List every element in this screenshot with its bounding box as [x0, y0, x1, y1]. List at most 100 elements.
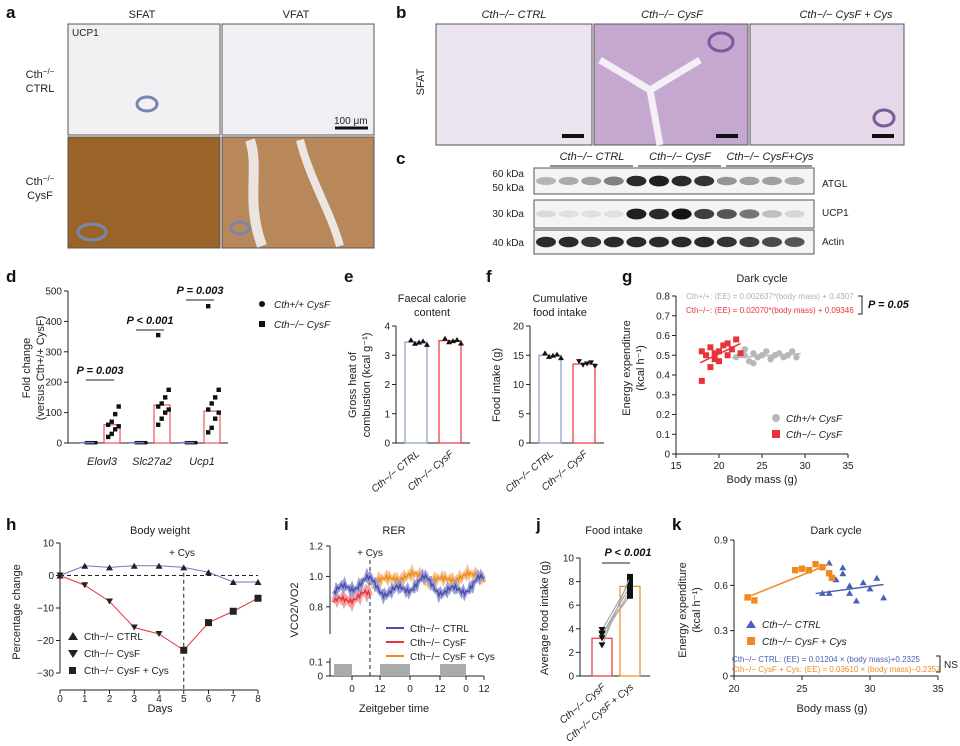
- svg-text:Energy expenditure: Energy expenditure: [677, 562, 689, 657]
- d-point-ko: [206, 304, 211, 309]
- g-point-wt: [750, 350, 757, 357]
- j-point-cys: [627, 573, 633, 580]
- i-y-tick-label: 0: [317, 672, 323, 683]
- d-bar-ko: [103, 424, 121, 444]
- g-y-tick-label: 0.3: [656, 390, 670, 401]
- j-y-tick-label: 10: [563, 554, 575, 565]
- d-point-wt: [194, 440, 198, 445]
- blot-band: [536, 236, 556, 248]
- blot-band: [739, 209, 760, 219]
- svg-text:(kcal h⁻¹): (kcal h⁻¹): [691, 587, 703, 633]
- f-point: [584, 361, 590, 367]
- g-x-tick-label: 20: [713, 461, 725, 472]
- k-point-ctrl: [846, 589, 854, 596]
- h-ylabel: Percentage change: [11, 564, 23, 659]
- h-point-ctrl: [130, 562, 138, 569]
- g-point-ko: [724, 352, 731, 359]
- i-x-tick-label: 12: [478, 684, 490, 695]
- h-x-tick-label: 1: [82, 694, 88, 705]
- d-legend-ko: Cth−/− CysF: [274, 320, 331, 331]
- d-point-ko: [156, 422, 161, 427]
- blot-band: [784, 210, 805, 218]
- g-xlabel: Body mass (g): [727, 474, 798, 486]
- k-ns: NS: [944, 660, 958, 671]
- g-y-tick-label: 0.2: [656, 410, 670, 421]
- k-fit-ctrl: [815, 583, 884, 595]
- h-y-tick-label: 0: [48, 571, 54, 582]
- e-y-tick-label: 1: [384, 409, 390, 420]
- svg-text:(kcal h⁻¹): (kcal h⁻¹): [635, 345, 647, 391]
- d-legend-wt: Cth+/+ CysF: [274, 300, 331, 311]
- j-pair-line: [601, 576, 631, 646]
- k-point-ctrl: [852, 597, 860, 604]
- i-x-tick-label: 0: [463, 684, 469, 695]
- i-x-tick-label: 12: [434, 684, 446, 695]
- k-equation-cys: Cth−/− CysF + Cys: (EE) = 0.03610 × (bod…: [732, 665, 941, 674]
- blot-band: [581, 176, 602, 186]
- a-row1-label: Cth−/− CTRL: [26, 67, 55, 95]
- h-x-tick-label: 0: [57, 694, 63, 705]
- svg-text:CTRL: CTRL: [26, 83, 55, 95]
- blot-band: [716, 176, 737, 186]
- f-y-tick-label: 15: [513, 351, 525, 362]
- i-x-tick-label: 12: [374, 684, 386, 695]
- k-equation-ctrl: Cth−/− CTRL: (EE) = 0.01204 × (body mass…: [732, 655, 920, 664]
- i-y-tick-label: 0.1: [309, 658, 323, 669]
- svg-text:Fold change: Fold change: [21, 338, 33, 399]
- blot-band: [536, 177, 556, 185]
- e-bar: [404, 341, 428, 444]
- c-group-cys: Cth−/− CysF+Cys: [726, 151, 814, 163]
- f-ylabel: Food intake (g): [491, 348, 503, 422]
- blot-band: [716, 209, 737, 219]
- h-y-tick-label: −30: [37, 669, 54, 680]
- d-ylabel: Fold change (versus Cth+/+ CysF): [21, 316, 47, 421]
- blot-band: [626, 236, 647, 248]
- blot-band: [694, 208, 715, 220]
- g-point-ko: [720, 342, 727, 349]
- e-point: [420, 338, 426, 344]
- h-cys-annotation: + Cys: [169, 548, 195, 559]
- g-point-wt: [788, 348, 796, 355]
- blot-band: [671, 175, 692, 187]
- i-y-tick-label: 0.8: [309, 602, 323, 613]
- a-col-sfat: SFAT: [129, 9, 156, 21]
- panel-label-k: k: [672, 515, 682, 534]
- d-pval: P < 0.001: [127, 315, 174, 327]
- k-x-tick-label: 35: [932, 684, 944, 695]
- f-bar: [572, 363, 596, 444]
- k-point-ctrl: [859, 579, 867, 586]
- svg-text:combustion (kcal g⁻¹): combustion (kcal g⁻¹): [361, 333, 373, 438]
- k-x-tick-label: 30: [864, 684, 876, 695]
- j-point-cysf: [598, 642, 606, 649]
- h-point-cysf: [106, 598, 113, 605]
- i-x-tick-label: 0: [407, 684, 413, 695]
- g-x-tick-label: 35: [842, 461, 854, 472]
- d-point-ko: [213, 395, 218, 400]
- h-point-ctrl: [106, 564, 113, 571]
- h-point-ctrl: [180, 564, 188, 571]
- h-legend-ctrl: Cth−/− CTRL: [84, 632, 143, 643]
- h-x-tick-label: 4: [156, 694, 162, 705]
- d-y-tick-label: 100: [45, 408, 62, 419]
- panel-label-g: g: [622, 267, 632, 286]
- blot-band: [762, 237, 782, 247]
- c-group-ctrl: Cth−/− CTRL: [560, 151, 625, 163]
- j-pair-line: [601, 595, 631, 634]
- h-point-ctrl: [205, 569, 212, 576]
- j-y-tick-label: 8: [568, 577, 574, 588]
- g-point-ko: [724, 340, 731, 347]
- h-line-cys: [183, 597, 259, 651]
- f-y-tick-label: 10: [513, 380, 525, 391]
- k-legend-cys: Cth−/− CysF + Cys: [762, 637, 847, 648]
- d-chart: 0 100 200 300 400 500 Elovl3 P = 0.003 Slc27a2 P …: [45, 285, 228, 468]
- panel-label-j: j: [535, 515, 541, 534]
- j-point-cysf: [598, 635, 606, 642]
- g-y-tick-label: 0.4: [656, 371, 670, 382]
- k-y-tick-label: 0.3: [714, 626, 728, 637]
- c-label-ucp1: UCP1: [822, 208, 849, 219]
- k-point-ctrl: [825, 589, 833, 596]
- panel-label-f: f: [486, 267, 492, 286]
- d-point-ko: [209, 401, 214, 406]
